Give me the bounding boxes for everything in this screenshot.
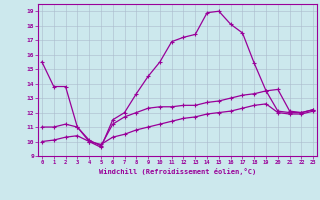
- X-axis label: Windchill (Refroidissement éolien,°C): Windchill (Refroidissement éolien,°C): [99, 168, 256, 175]
